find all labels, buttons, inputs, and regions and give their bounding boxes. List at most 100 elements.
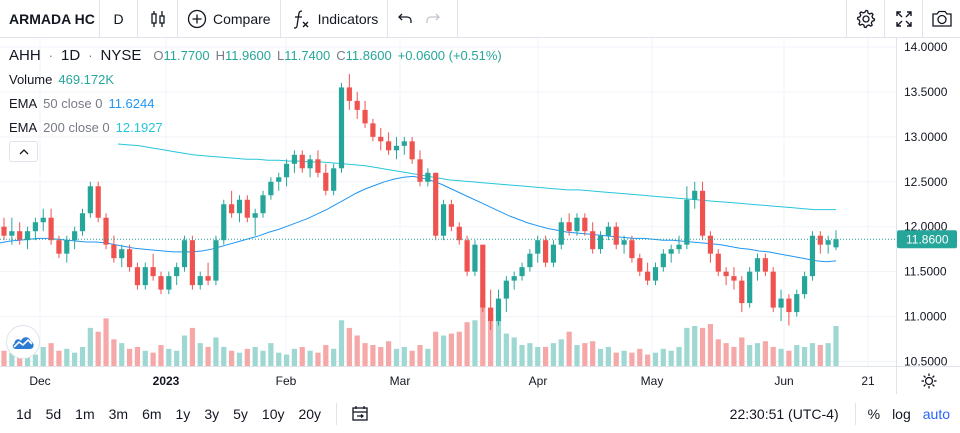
candle-body	[236, 199, 243, 214]
undo-icon[interactable]	[397, 11, 413, 27]
candle-body	[291, 154, 298, 164]
high-label: H	[215, 48, 225, 63]
volume-bar	[605, 346, 611, 366]
candle-body	[283, 163, 290, 178]
legend-ema200[interactable]: EMA 200 close 0 12.1927	[9, 116, 502, 140]
range-1m[interactable]: 1m	[75, 405, 95, 422]
candle-body	[32, 222, 38, 232]
volume-bar	[707, 324, 714, 366]
price-tick-label: 13.5000	[904, 85, 948, 99]
axis-settings-button[interactable]	[896, 366, 960, 394]
tradingview-logo[interactable]	[6, 325, 40, 359]
candle-body	[590, 231, 596, 250]
compare-button[interactable]: Compare	[178, 0, 281, 38]
volume-bar	[652, 352, 659, 366]
range-1y[interactable]: 1y	[175, 405, 191, 422]
low-value: 11.7400	[284, 48, 331, 63]
time-tick-label: May	[641, 374, 664, 388]
candle-body	[64, 240, 70, 254]
indicators-button[interactable]: Indicators	[281, 0, 389, 38]
low-label: L	[276, 48, 285, 63]
candle-body	[150, 267, 156, 277]
legend-main-series[interactable]: AHH · 1D · NYSE O11.7700 H11.9600 L11.74…	[9, 44, 502, 68]
candle-body	[354, 100, 360, 110]
ema200-params: 200 close 0	[43, 120, 110, 135]
candle-body	[315, 159, 321, 173]
price-chart[interactable]	[0, 38, 896, 366]
candle-body	[299, 154, 305, 169]
percent-toggle[interactable]: %	[867, 405, 881, 422]
range-5d[interactable]: 5d	[45, 405, 62, 422]
range-1d[interactable]: 1d	[16, 405, 32, 422]
change-value: +0.0600 (+0.51%)	[397, 48, 502, 63]
sun-settings-icon	[921, 373, 936, 388]
candle-body	[24, 231, 31, 241]
candle-body	[535, 240, 541, 254]
snapshot-button[interactable]	[922, 0, 960, 38]
fullscreen-button[interactable]	[884, 0, 922, 38]
volume-bar	[747, 345, 753, 366]
time-tick-label: Mar	[390, 374, 411, 388]
candle-body	[652, 267, 659, 281]
range-6m[interactable]: 6m	[142, 405, 162, 422]
price-tick-label: 12.0000	[904, 220, 948, 234]
volume-bar	[315, 352, 321, 366]
range-3y[interactable]: 3y	[204, 405, 220, 422]
volume-bar	[32, 354, 38, 366]
volume-label: Volume	[9, 72, 53, 87]
candle-body	[205, 276, 211, 281]
legend-volume[interactable]: Volume 469.172K	[9, 68, 502, 92]
log-toggle[interactable]: log	[892, 405, 911, 422]
volume-bar	[833, 325, 839, 366]
volume-bar	[582, 343, 588, 366]
redo-icon[interactable]	[425, 11, 441, 27]
interval-label: D	[113, 10, 124, 27]
volume-bar	[197, 343, 203, 366]
volume-bar	[111, 339, 117, 366]
volume-bar	[715, 339, 721, 366]
volume-bar	[252, 346, 258, 366]
close-label: C	[336, 48, 346, 63]
volume-bar	[276, 352, 282, 366]
last-price-tag	[897, 230, 957, 249]
price-axis[interactable]: 14.0000 13.5000 13.0000 12.5000 12.0000 11.50…	[896, 38, 960, 369]
legend-ema50[interactable]: EMA 50 close 0 11.6244	[9, 92, 502, 116]
time-tick-label: Apr	[529, 374, 548, 388]
candle-body	[707, 235, 714, 254]
candle-body	[134, 267, 141, 286]
time-axis[interactable]: Dec 2023 Feb Mar Apr May Jun 21	[0, 366, 896, 394]
interval-button[interactable]: D	[100, 0, 138, 38]
legend-collapse-button[interactable]	[9, 141, 38, 162]
chart-pane[interactable]	[0, 38, 896, 366]
candle-body	[527, 253, 533, 268]
range-10y[interactable]: 10y	[261, 405, 285, 422]
function-icon	[293, 9, 309, 29]
candle-body	[229, 204, 235, 214]
volume-bar	[362, 343, 368, 366]
candle-body	[111, 244, 117, 259]
range-20y[interactable]: 20y	[298, 405, 322, 422]
volume-bar	[142, 350, 148, 366]
settings-button[interactable]	[846, 0, 884, 38]
chart-type-button[interactable]	[138, 0, 178, 38]
candle-body	[621, 240, 627, 245]
volume-bar	[519, 345, 525, 366]
range-3m[interactable]: 3m	[108, 405, 129, 422]
bottom-right-group: 22:30:51 (UTC-4) % log auto	[730, 394, 960, 433]
timezone-clock[interactable]: 22:30:51 (UTC-4)	[729, 405, 839, 422]
volume-bar	[291, 348, 298, 366]
candle-body	[511, 276, 517, 281]
open-value: 11.7700	[163, 48, 210, 63]
price-tick-label: 14.0000	[904, 40, 948, 54]
auto-scale-toggle[interactable]: auto	[922, 405, 950, 422]
volume-bar	[378, 346, 384, 366]
candle-body	[197, 276, 203, 286]
candle-body	[699, 190, 706, 236]
goto-date-button[interactable]	[345, 405, 375, 423]
indicators-label: Indicators	[317, 10, 379, 27]
range-5y[interactable]: 5y	[233, 405, 248, 422]
candle-body	[472, 244, 478, 272]
symbol-search[interactable]: ARMADA HC	[0, 0, 100, 38]
volume-bar	[393, 348, 400, 366]
volume-bar	[770, 346, 776, 366]
